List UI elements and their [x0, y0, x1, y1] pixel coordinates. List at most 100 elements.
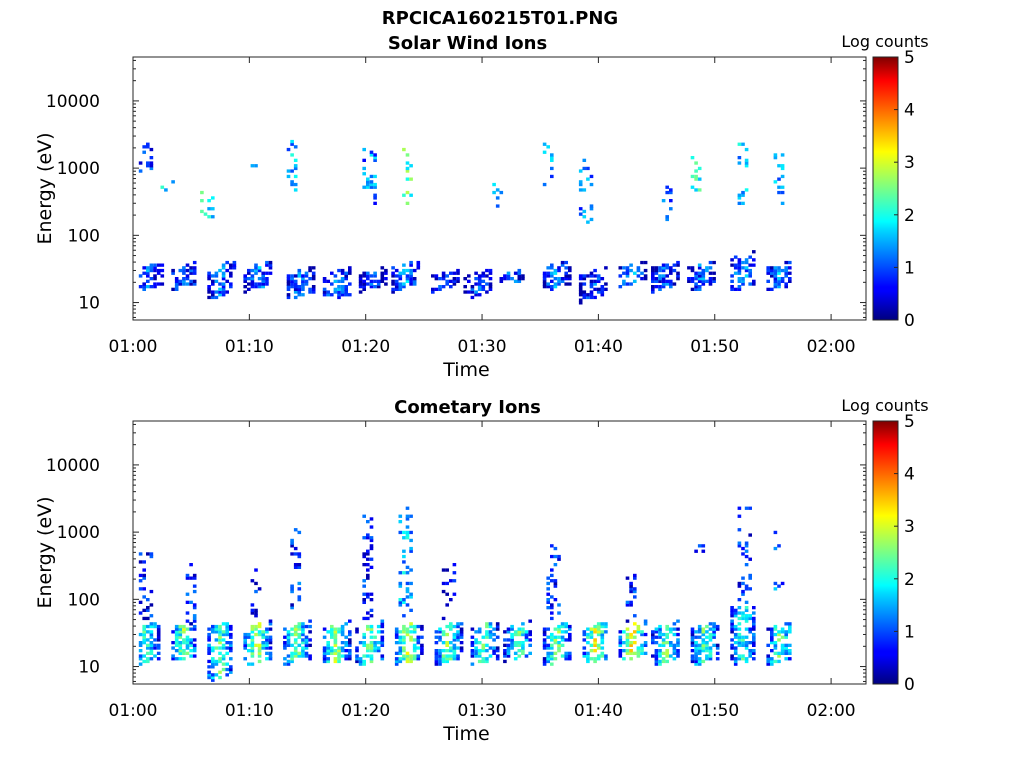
cell	[192, 627, 197, 631]
cell	[503, 651, 507, 655]
cell	[416, 641, 421, 645]
cell	[301, 277, 305, 281]
cell	[301, 654, 305, 658]
cell	[701, 271, 706, 275]
cell	[712, 622, 716, 626]
cell	[344, 271, 348, 275]
cell	[211, 207, 215, 211]
cell	[232, 260, 237, 265]
cell	[178, 632, 183, 637]
cell	[290, 142, 294, 146]
cell	[366, 557, 370, 561]
cell	[362, 287, 366, 291]
cell	[362, 554, 366, 559]
cell	[589, 279, 594, 283]
cell	[218, 670, 222, 674]
cell	[485, 635, 489, 639]
cell	[499, 277, 504, 281]
cell	[752, 624, 756, 629]
cell	[286, 662, 291, 666]
cell	[517, 277, 522, 281]
cell	[366, 646, 370, 650]
cell	[138, 274, 143, 278]
cell	[694, 659, 698, 664]
colorbar-tick-label: 1	[904, 622, 915, 642]
cell	[557, 557, 561, 561]
cell	[441, 649, 446, 653]
cell	[369, 274, 374, 278]
cell	[192, 638, 197, 642]
cell	[293, 285, 298, 289]
cell	[369, 174, 374, 179]
cell	[394, 651, 399, 655]
cell	[488, 646, 493, 650]
cell	[744, 268, 749, 273]
cell	[737, 201, 742, 205]
cell	[366, 611, 370, 615]
cell	[218, 646, 222, 650]
cell	[261, 641, 265, 645]
cell	[333, 649, 338, 653]
cell	[784, 285, 788, 289]
cell	[362, 579, 366, 583]
cell	[398, 581, 403, 586]
cell	[211, 657, 215, 661]
cell	[788, 260, 792, 265]
cell	[405, 630, 410, 634]
cell	[308, 630, 312, 634]
cell	[690, 279, 695, 283]
cell	[192, 584, 197, 588]
cell	[488, 271, 493, 275]
cell	[701, 632, 706, 637]
cell	[182, 271, 186, 275]
cell	[744, 643, 749, 647]
cell	[366, 576, 370, 580]
cell	[420, 646, 424, 650]
cell	[171, 630, 175, 634]
cell	[697, 649, 702, 653]
cell	[366, 649, 370, 653]
cell	[640, 649, 644, 653]
cell	[431, 274, 435, 278]
cell	[293, 552, 298, 556]
cell	[402, 638, 406, 642]
cell	[207, 675, 211, 680]
cell	[138, 662, 143, 666]
cell	[297, 632, 302, 637]
cell	[326, 651, 330, 655]
cell	[185, 600, 190, 604]
cell	[773, 646, 778, 650]
cell	[214, 290, 219, 294]
cell	[156, 651, 161, 655]
cell	[326, 643, 330, 647]
cell	[409, 260, 413, 265]
cell	[564, 624, 568, 629]
cell	[625, 643, 630, 647]
cell	[229, 665, 233, 669]
cell	[189, 268, 193, 273]
cell	[192, 260, 197, 265]
cell	[560, 643, 565, 647]
cell	[449, 271, 453, 275]
cell	[358, 659, 363, 664]
cell	[146, 616, 150, 621]
cell	[290, 651, 294, 655]
cell	[694, 177, 698, 181]
cell	[658, 632, 662, 637]
cell	[510, 632, 514, 637]
cell	[290, 657, 294, 661]
cell	[149, 649, 154, 653]
cell	[293, 166, 298, 171]
cell	[654, 657, 659, 661]
cell	[651, 268, 655, 273]
cell	[661, 266, 666, 270]
cell	[153, 274, 157, 278]
cell	[690, 287, 695, 291]
cell	[553, 285, 558, 289]
cell	[669, 207, 673, 211]
cell	[589, 632, 594, 637]
cell	[665, 654, 669, 658]
cell	[506, 646, 511, 650]
colorbar-label: Log counts	[841, 396, 928, 415]
cell	[449, 641, 453, 645]
